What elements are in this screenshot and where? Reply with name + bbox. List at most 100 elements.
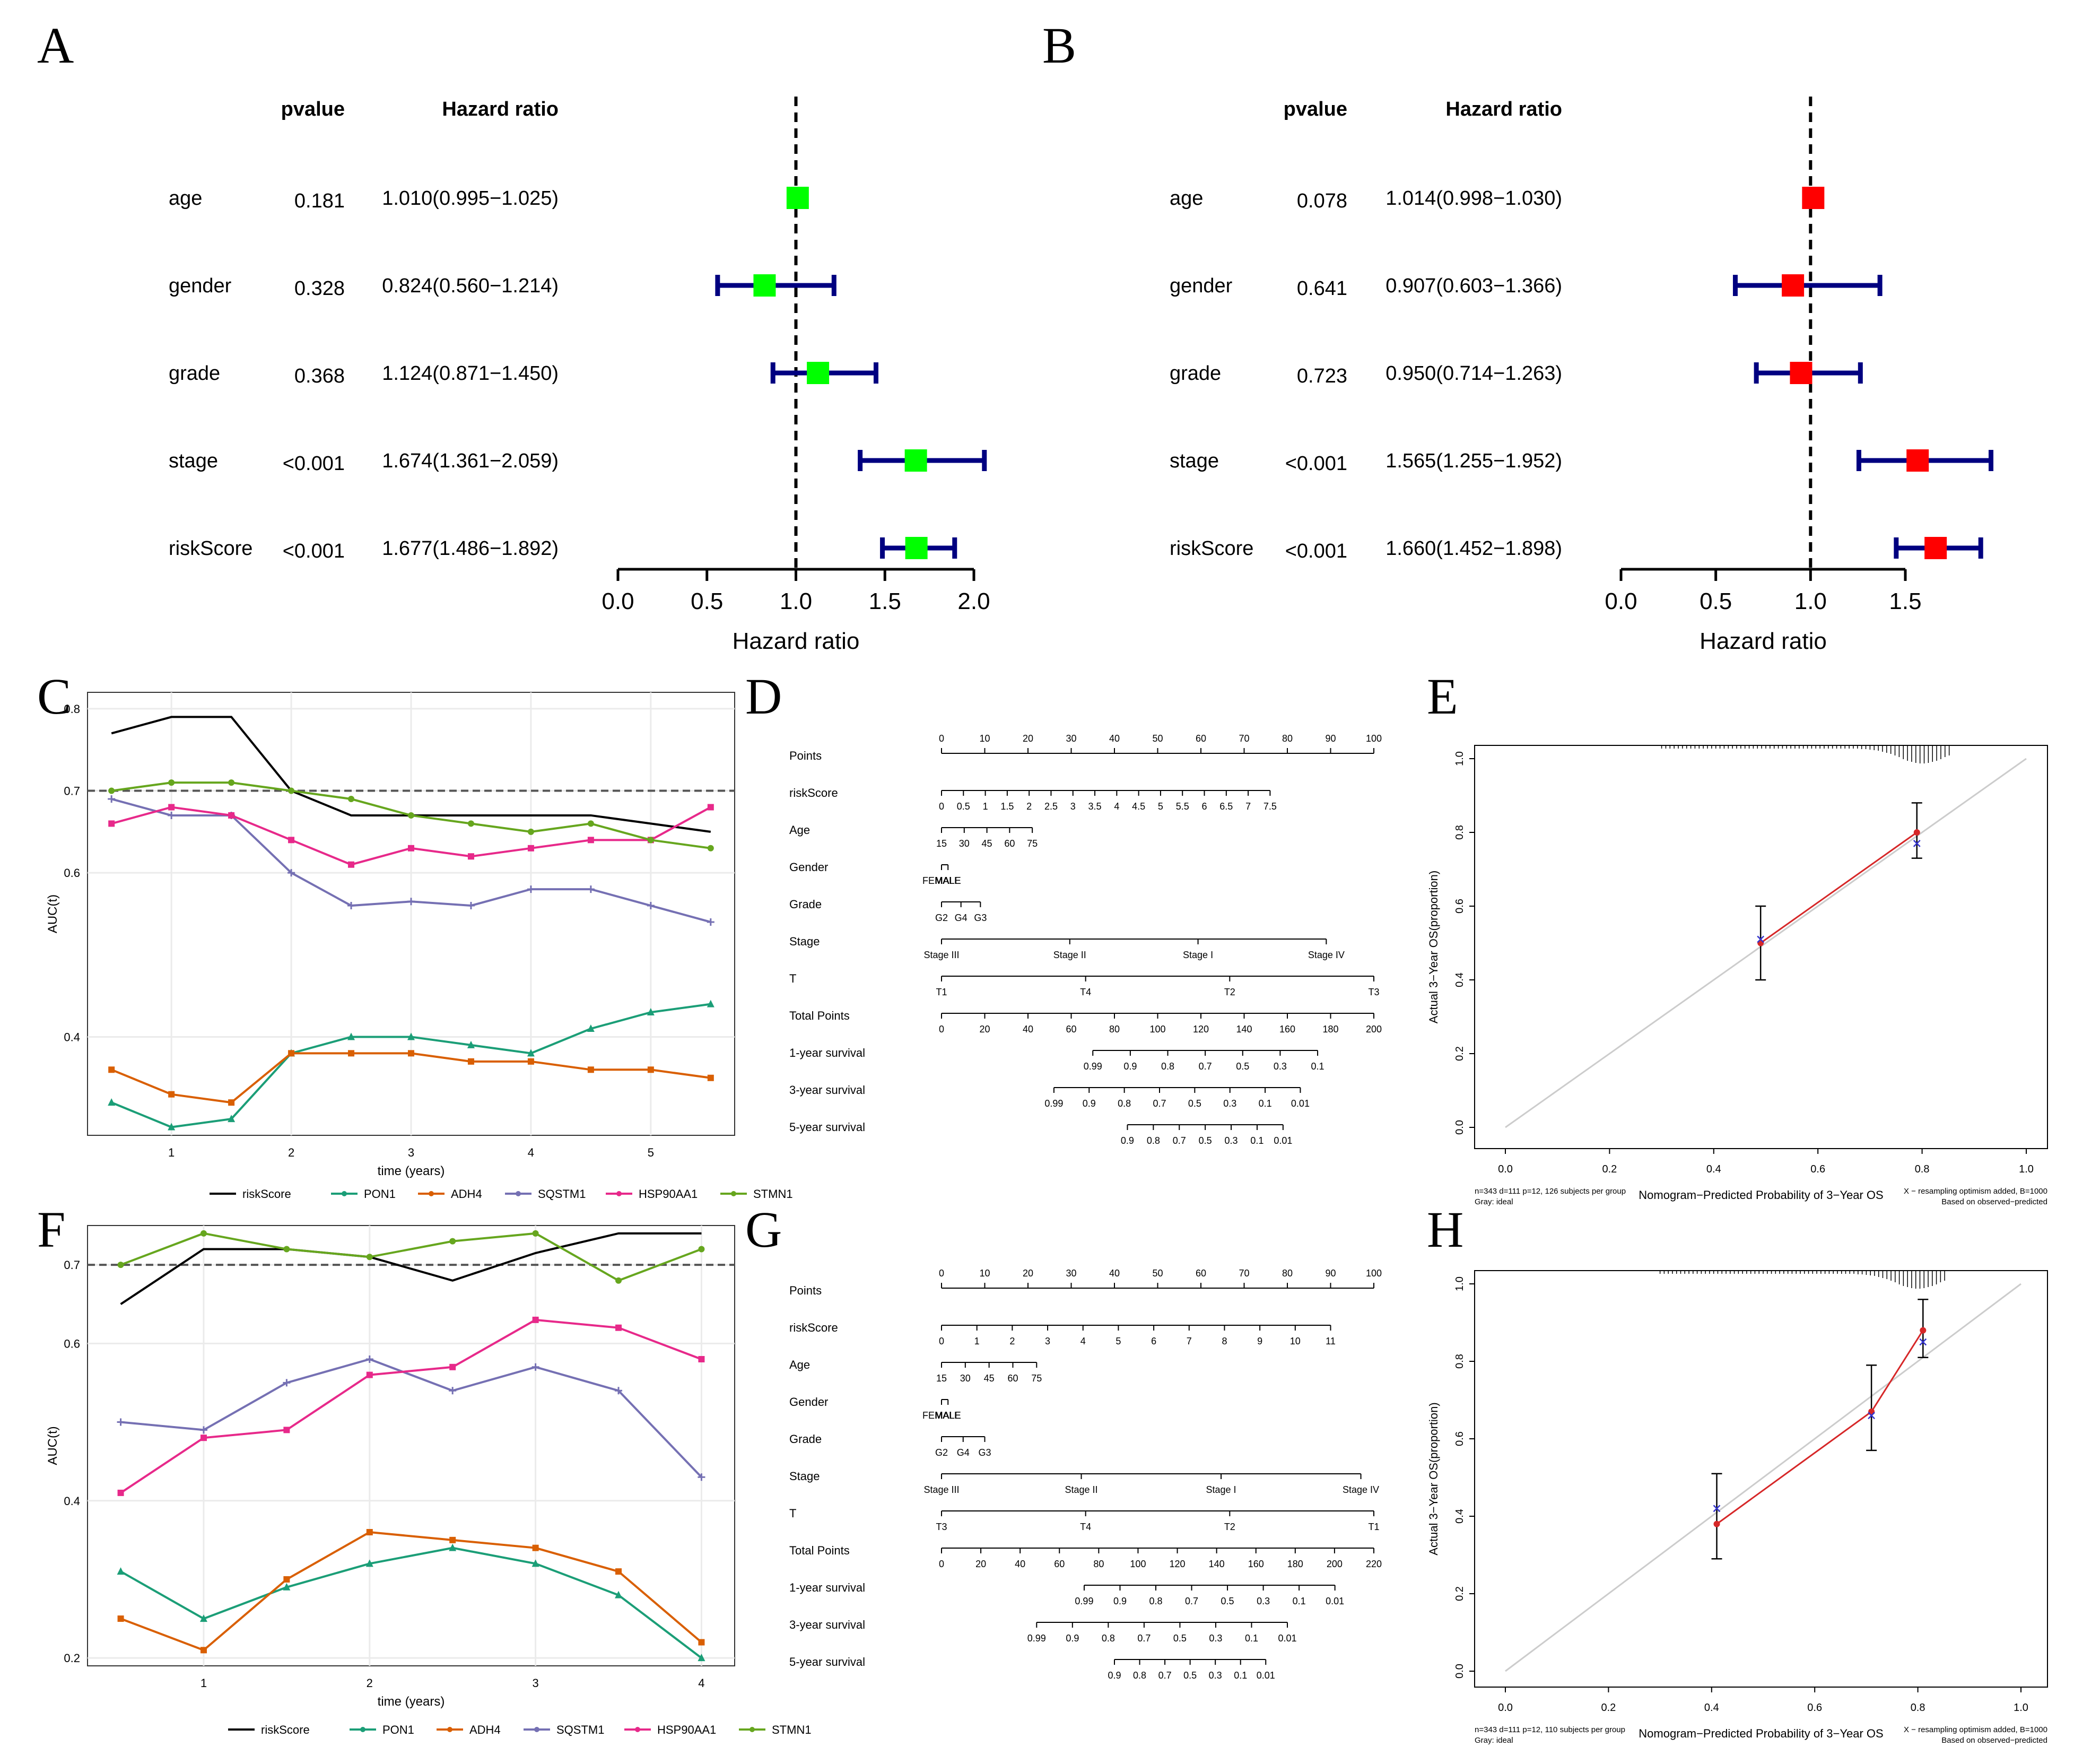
nomogram-tick-label: 40 <box>1109 733 1120 744</box>
nomogram-tick-label: 220 <box>1366 1559 1382 1569</box>
series-point <box>228 779 235 786</box>
x-tick-label: 1 <box>168 1146 175 1159</box>
nomogram-tick-label: 0.7 <box>1137 1633 1151 1644</box>
nomogram-tick-label: 30 <box>960 1373 971 1384</box>
nomogram-tick-label: 2 <box>1009 1336 1015 1346</box>
legend-label: PON1 <box>382 1723 414 1736</box>
series-point <box>288 1050 295 1057</box>
plot-frame <box>1474 1270 2048 1688</box>
nomogram-tick-label: 40 <box>1023 1024 1033 1035</box>
legend-label: SQSTM1 <box>538 1187 586 1201</box>
observed-point <box>1913 829 1920 836</box>
x-tick-label: 0.0 <box>1498 1163 1513 1175</box>
series-point <box>348 861 355 868</box>
ideal-line <box>1505 758 2027 1128</box>
row-hr-text: 0.950(0.714−1.263) <box>1385 362 1562 385</box>
nomogram-tick-label: 0.3 <box>1209 1633 1222 1644</box>
nomogram-tick-label: T4 <box>1080 1522 1091 1532</box>
row-hr-text: 1.014(0.998−1.030) <box>1385 187 1562 210</box>
nomogram-tick-label: 75 <box>1031 1373 1042 1384</box>
nomogram-row-label: 1-year survival <box>789 1046 865 1059</box>
series-point <box>449 1387 457 1395</box>
series-point <box>531 1363 539 1371</box>
nomogram-row-label: Gender <box>789 861 828 874</box>
nomogram-tick-label: Stage II <box>1065 1484 1097 1495</box>
nomogram-tick-label: 0.8 <box>1147 1135 1160 1146</box>
y-tick-label: 0.6 <box>1454 1431 1466 1446</box>
nomogram-tick-label: 100 <box>1366 1268 1382 1279</box>
row-hr-text: 1.010(0.995−1.025) <box>382 187 559 210</box>
nomogram-row-label: Stage <box>789 1470 820 1483</box>
series-point <box>449 1536 456 1543</box>
nomogram-tick-label: 180 <box>1322 1024 1338 1035</box>
row-label: riskScore <box>169 537 252 560</box>
x-tick-label: 0.6 <box>1810 1163 1825 1175</box>
series-point <box>467 1040 475 1048</box>
header-pvalue: pvalue <box>281 98 345 120</box>
legend-marker <box>616 1191 622 1196</box>
calibration-line <box>1716 1329 1924 1525</box>
legend-label: PON1 <box>364 1187 396 1201</box>
nomogram-tick-label: 70 <box>1239 1268 1249 1279</box>
series-point <box>407 898 415 906</box>
nomogram-tick-label: 70 <box>1239 733 1249 744</box>
nomogram-tick-label: 80 <box>1282 733 1293 744</box>
row-hr-text: 1.674(1.361−2.059) <box>382 450 559 472</box>
row-hr-text: 1.124(0.871−1.450) <box>382 362 559 385</box>
series-point <box>168 1123 176 1131</box>
series-point <box>527 1049 535 1057</box>
nomogram-tick-label: 200 <box>1366 1024 1382 1035</box>
series-point <box>228 812 235 819</box>
nomogram-tick-label: Stage IV <box>1343 1484 1379 1495</box>
legend-marker <box>635 1727 640 1732</box>
ideal-line <box>1505 1283 2021 1672</box>
x-axis-title: Hazard ratio <box>733 628 860 654</box>
series-point <box>117 1262 124 1268</box>
series-point <box>200 1647 207 1654</box>
auc-line-chart-f: 1 2 3 4 0.2 0.4 0.6 0.7 time (years) AUC(t) riskSc… <box>46 1225 812 1736</box>
series-point <box>348 796 355 803</box>
nomogram-tick-label: 0.7 <box>1153 1098 1166 1109</box>
nomogram-tick-label: 40 <box>1109 1268 1120 1279</box>
nomogram-tick-label: G2 <box>935 1447 948 1458</box>
nomogram-tick-label: 80 <box>1093 1559 1104 1569</box>
row-hr-text: 1.565(1.255−1.952) <box>1385 450 1562 472</box>
series-point <box>449 1543 457 1551</box>
nomogram-tick-label: 0.01 <box>1291 1098 1310 1109</box>
nomogram-tick-label: 60 <box>1196 733 1206 744</box>
series-point <box>707 918 714 926</box>
legend-label: ADH4 <box>451 1187 482 1201</box>
nomogram-tick-label: 0.3 <box>1257 1596 1270 1606</box>
series-point <box>366 1371 373 1378</box>
series-point <box>366 1254 373 1261</box>
legend-marker <box>360 1727 365 1732</box>
series-point <box>117 1567 125 1575</box>
series-point <box>449 1363 456 1370</box>
x-tick-label: 4 <box>528 1146 534 1159</box>
note-right-2: Based on observed−predicted <box>1941 1736 2047 1745</box>
nomogram-tick-label: Stage I <box>1183 950 1213 960</box>
nomogram-tick-label: 0.99 <box>1027 1633 1046 1644</box>
nomogram-tick-label: FEMALE <box>922 875 961 886</box>
y-axis-title: Actual 3−Year OS(proportion) <box>1427 871 1440 1023</box>
nomogram-tick-label: 0.3 <box>1209 1670 1222 1681</box>
series-point <box>117 1489 124 1496</box>
note-right-1: X − resampling optimism added, B=1000 <box>1904 1187 2047 1196</box>
panel-letter-a: A <box>37 17 74 74</box>
nomogram-tick-label: 11 <box>1326 1336 1336 1346</box>
series-line <box>120 1358 702 1478</box>
nomogram-tick-label: 0 <box>939 1268 944 1279</box>
x-tick-label: 2 <box>367 1676 373 1690</box>
nomogram-tick-label: 50 <box>1152 733 1163 744</box>
row-label: riskScore <box>1170 537 1253 560</box>
nomogram-tick-label: 180 <box>1287 1559 1303 1569</box>
nomogram-tick-label: 0.1 <box>1311 1061 1324 1072</box>
y-tick-label: 0.8 <box>1454 1354 1466 1369</box>
x-tick-label: 1.5 <box>869 588 901 614</box>
nomogram-tick-label: 40 <box>1015 1559 1025 1569</box>
nomogram-tick-label: 6 <box>1151 1336 1156 1346</box>
nomogram-tick-label: 6 <box>1202 801 1207 812</box>
nomogram-tick-label: 10 <box>1290 1336 1301 1346</box>
nomogram-tick-label: 2.5 <box>1044 801 1058 812</box>
